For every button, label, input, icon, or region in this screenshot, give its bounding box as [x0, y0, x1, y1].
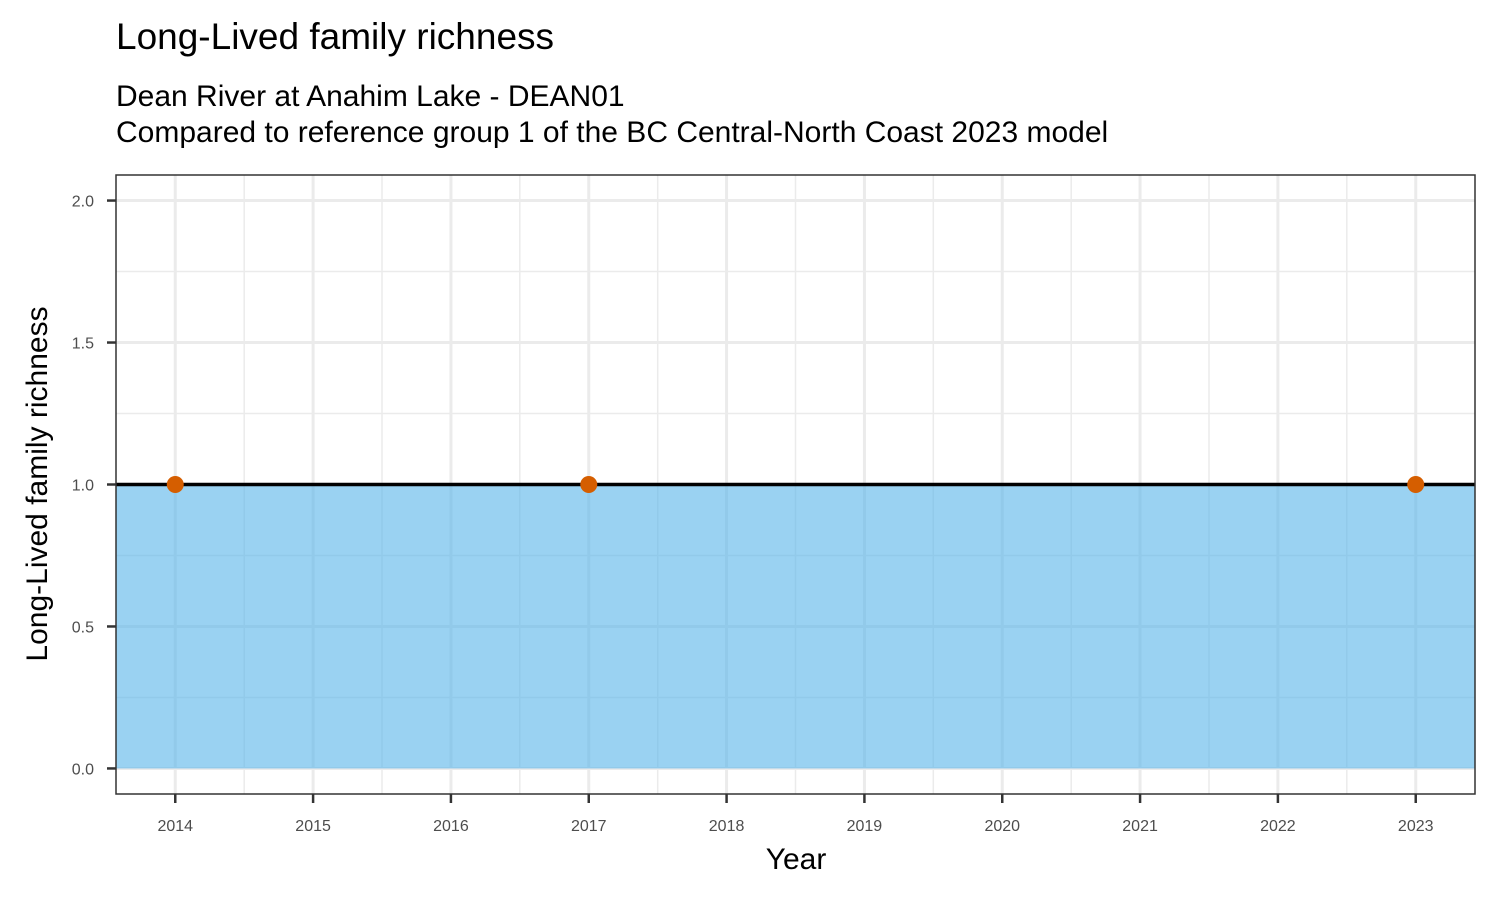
chart-subtitle-site: Dean River at Anahim Lake - DEAN01 [116, 80, 625, 113]
y-tick-label: 1.0 [72, 478, 94, 495]
data-point [1407, 476, 1425, 493]
x-tick-label: 2015 [295, 818, 331, 835]
y-axis-title: Long-Lived family richness [21, 306, 54, 661]
chart-subtitle-reference: Compared to reference group 1 of the BC … [116, 116, 1109, 149]
x-tick-label: 2022 [1260, 818, 1296, 835]
x-tick-label: 2019 [847, 818, 883, 835]
x-tick-label: 2023 [1398, 818, 1434, 835]
y-axis: 0.0 0.5 1.0 1.5 2.0 [72, 194, 116, 778]
reference-band [116, 484, 1475, 769]
x-tick-label: 2016 [433, 818, 469, 835]
y-tick-label: 2.0 [72, 194, 94, 211]
data-point [580, 476, 598, 493]
x-tick-label: 2017 [571, 818, 607, 835]
y-tick-label: 0.0 [72, 761, 94, 778]
x-tick-label: 2021 [1122, 818, 1158, 835]
x-axis: 2014 2015 2016 2017 2018 2019 2020 2021 2022 2023 [157, 794, 1434, 835]
y-tick-label: 1.5 [72, 336, 94, 353]
y-tick-label: 0.5 [72, 619, 94, 636]
reference-band-layer [116, 484, 1475, 769]
chart-title: Long-Lived family richness [116, 16, 555, 57]
x-axis-title: Year [766, 843, 827, 876]
x-tick-label: 2020 [984, 818, 1020, 835]
data-points [166, 476, 1425, 493]
data-point [166, 476, 184, 493]
x-tick-label: 2014 [157, 818, 193, 835]
x-tick-label: 2018 [709, 818, 745, 835]
